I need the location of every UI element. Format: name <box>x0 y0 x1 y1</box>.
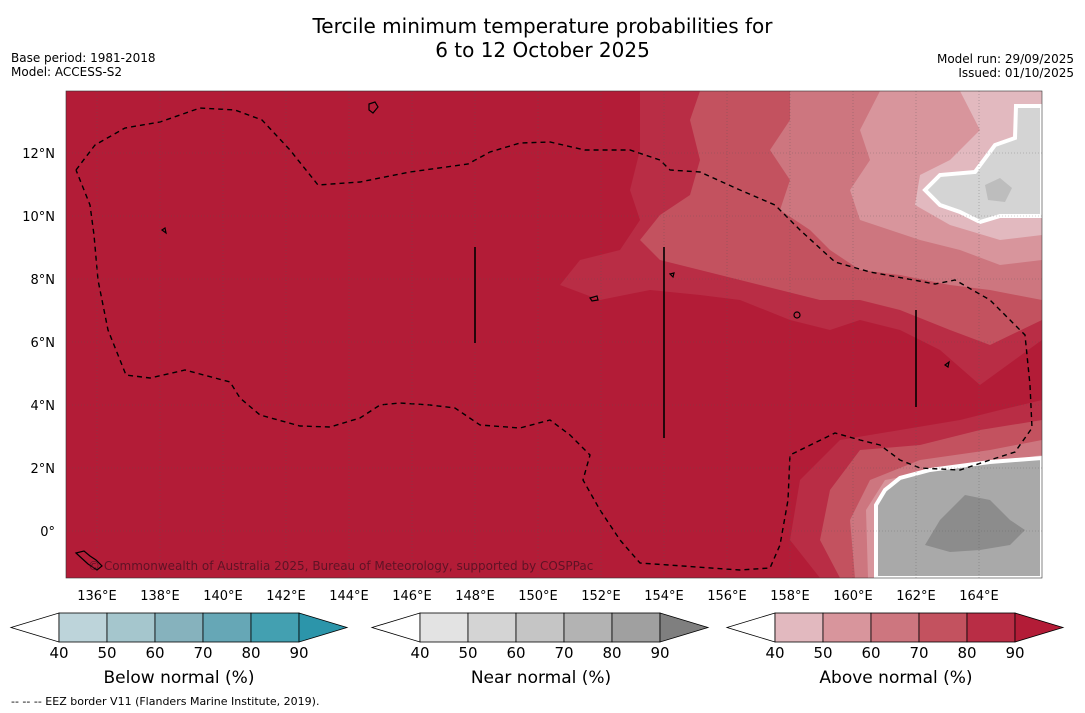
below-colorbar-segment <box>250 612 300 643</box>
near-normal-label: Near normal (%) <box>470 668 612 688</box>
near-colorbar-tick: 80 <box>602 644 621 662</box>
lon-tick-label: 144°E <box>329 589 369 604</box>
probability-field: © Commonwealth of Australia 2025, Bureau… <box>66 91 1042 578</box>
lat-tick-label: 12°N <box>22 147 55 162</box>
above-colorbar-segment <box>966 612 1016 643</box>
graticule <box>66 91 1042 578</box>
longitude-axis: 136°E 138°E 140°E 142°E 144°E 146°E 148°E 150°E… <box>77 589 999 604</box>
above-colorbar-max-arrow <box>1014 612 1065 643</box>
near-colorbar-tick: 40 <box>410 644 429 662</box>
map-frame <box>65 90 1043 579</box>
model-run-date: Model run: 29/09/2025 <box>936 52 1074 66</box>
base-period: Base period: 1981-2018 <box>11 51 156 65</box>
above-colorbar-segment <box>870 612 920 643</box>
near-normal-core-north <box>985 178 1012 202</box>
below-normal-label: Below normal (%) <box>103 668 255 688</box>
near-colorbar-segment <box>563 612 613 643</box>
islands <box>74 101 950 571</box>
near-normal-core-south <box>925 495 1025 552</box>
map-title: Tercile minimum temperature probabilitie… <box>0 14 1085 62</box>
near-colorbar-segment <box>467 612 517 643</box>
lon-tick-label: 156°E <box>707 589 747 604</box>
above-colorbar-tick: 80 <box>957 644 976 662</box>
above-colorbar-segment <box>774 612 824 643</box>
lat-tick-label: 6°N <box>31 336 56 351</box>
model-name: Model: ACCESS-S2 <box>11 65 123 79</box>
below-colorbar-tick: 60 <box>145 644 164 662</box>
lat-tick-label: 8°N <box>31 273 56 288</box>
near-colorbar-segment <box>515 612 565 643</box>
eez-border <box>75 107 1033 571</box>
near-normal-region-north <box>922 104 1042 225</box>
lon-tick-label: 142°E <box>266 589 306 604</box>
lon-tick-label: 150°E <box>518 589 558 604</box>
above-colorbar-tick: 70 <box>909 644 928 662</box>
near-colorbar-tick: 90 <box>650 644 669 662</box>
lon-tick-label: 140°E <box>203 589 243 604</box>
below-colorbar-segment <box>154 612 204 643</box>
lon-tick-label: 154°E <box>644 589 684 604</box>
above-colorbar-min-arrow <box>725 612 776 643</box>
near-colorbar-min-arrow <box>370 612 421 643</box>
lon-tick-label: 152°E <box>581 589 621 604</box>
above-colorbar-tick: 90 <box>1005 644 1024 662</box>
above-colorbar-tick: 60 <box>861 644 880 662</box>
model-info: Base period: 1981-2018 Model: ACCESS-S2 <box>11 51 156 79</box>
above-colorbar-segment <box>918 612 968 643</box>
lon-tick-label: 138°E <box>140 589 180 604</box>
near-colorbar-segment <box>611 612 661 643</box>
below-colorbar-segment <box>106 612 156 643</box>
near-colorbar-max-arrow <box>659 612 710 643</box>
lon-tick-label: 158°E <box>770 589 810 604</box>
lat-tick-label: 10°N <box>22 210 55 225</box>
above-colorbar-tick: 50 <box>813 644 832 662</box>
copyright-watermark: © Commonwealth of Australia 2025, Bureau… <box>88 559 593 573</box>
lat-tick-label: 4°N <box>31 399 56 414</box>
lon-tick-label: 164°E <box>959 589 999 604</box>
below-colorbar-tick: 70 <box>193 644 212 662</box>
below-colorbar-segment <box>202 612 252 643</box>
lon-tick-label: 162°E <box>896 589 936 604</box>
below-colorbar-tick: 80 <box>241 644 260 662</box>
below-colorbar-min-arrow <box>9 612 60 643</box>
lon-tick-label: 148°E <box>455 589 495 604</box>
eez-footnote: -- -- -- EEZ border V11 (Flanders Marine… <box>11 695 320 708</box>
title-line-1: Tercile minimum temperature probabilitie… <box>312 14 773 38</box>
data-artifact-lines <box>474 247 917 438</box>
near-colorbar-segment <box>419 612 469 643</box>
latitude-axis: 12°N 10°N 8°N 6°N 4°N 2°N 0° <box>22 147 55 540</box>
below-colorbar-max-arrow <box>298 612 349 643</box>
lon-tick-label: 136°E <box>77 589 117 604</box>
title-line-2: 6 to 12 October 2025 <box>435 38 650 62</box>
above-colorbar-tick: 40 <box>765 644 784 662</box>
lon-tick-label: 160°E <box>833 589 873 604</box>
near-colorbar-tick: 50 <box>458 644 477 662</box>
below-colorbar-tick: 90 <box>289 644 308 662</box>
lat-tick-label: 2°N <box>31 462 56 477</box>
near-colorbar-tick: 70 <box>554 644 573 662</box>
legend-colorbars: 40 50 60 70 80 90 40 50 60 70 80 90 40 50 60 70 80 90 <box>9 612 1065 662</box>
lat-tick-label: 0° <box>40 525 55 540</box>
below-colorbar-tick: 50 <box>97 644 116 662</box>
below-colorbar-tick: 40 <box>49 644 68 662</box>
near-colorbar-tick: 60 <box>506 644 525 662</box>
issued-date: Issued: 01/10/2025 <box>958 66 1074 80</box>
lon-tick-label: 146°E <box>392 589 432 604</box>
above-colorbar-segment <box>822 612 872 643</box>
above-normal-label: Above normal (%) <box>819 668 973 688</box>
run-info: Model run: 29/09/2025 Issued: 01/10/2025 <box>937 52 1074 80</box>
below-colorbar-segment <box>58 612 108 643</box>
